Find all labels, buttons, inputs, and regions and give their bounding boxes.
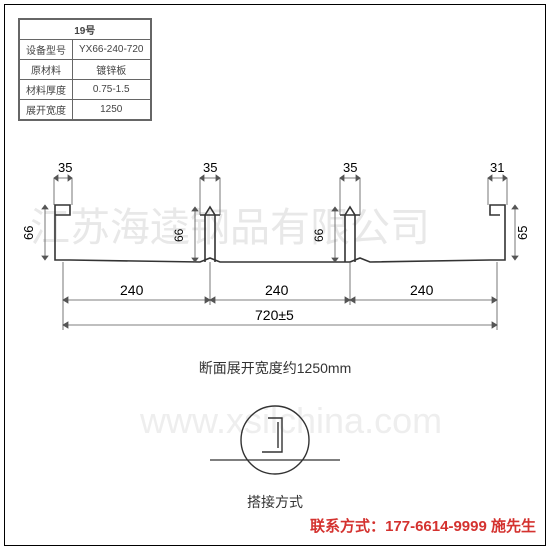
width-note: 断面展开宽度约1250mm (0, 358, 550, 378)
join-label: 搭接方式 (0, 492, 550, 512)
svg-text:35: 35 (343, 160, 357, 175)
svg-text:65: 65 (515, 226, 530, 240)
svg-text:66: 66 (312, 228, 326, 242)
svg-text:35: 35 (58, 160, 72, 175)
profile-drawing: 35 35 35 31 66 66 66 65 240 240 240 720±… (0, 0, 550, 550)
svg-text:720±5: 720±5 (255, 307, 294, 323)
svg-text:240: 240 (120, 282, 144, 298)
svg-text:240: 240 (265, 282, 289, 298)
svg-text:35: 35 (203, 160, 217, 175)
svg-text:66: 66 (172, 228, 186, 242)
svg-text:66: 66 (21, 226, 36, 240)
svg-text:31: 31 (490, 160, 504, 175)
contact-info: 联系方式：177-6614-9999 施先生 (310, 515, 536, 536)
svg-text:240: 240 (410, 282, 434, 298)
